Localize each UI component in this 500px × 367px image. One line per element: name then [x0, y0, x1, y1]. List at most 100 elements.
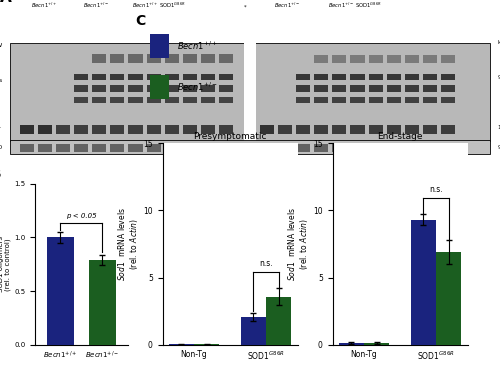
FancyBboxPatch shape	[368, 74, 382, 80]
FancyBboxPatch shape	[150, 75, 169, 99]
Y-axis label: $\it{Sod1}$  mRNA levels
(rel. to $\it{Actin}$): $\it{Sod1}$ mRNA levels (rel. to $\it{Ac…	[286, 207, 310, 281]
FancyBboxPatch shape	[368, 125, 382, 134]
FancyBboxPatch shape	[423, 74, 437, 80]
Bar	[168, 344, 194, 345]
FancyBboxPatch shape	[92, 97, 106, 103]
Text: $\it{Becn1}^{+/+}$: $\it{Becn1}^{+/+}$	[31, 0, 58, 10]
FancyBboxPatch shape	[423, 55, 437, 63]
Text: p < 0.05: p < 0.05	[66, 213, 96, 219]
FancyBboxPatch shape	[441, 74, 455, 80]
FancyBboxPatch shape	[405, 125, 419, 134]
FancyBboxPatch shape	[441, 86, 455, 92]
FancyBboxPatch shape	[332, 125, 346, 134]
FancyBboxPatch shape	[350, 86, 364, 92]
FancyBboxPatch shape	[296, 74, 310, 80]
FancyBboxPatch shape	[92, 54, 106, 63]
FancyBboxPatch shape	[405, 144, 419, 152]
FancyBboxPatch shape	[92, 144, 106, 152]
Title: End-stage: End-stage	[378, 132, 423, 141]
Bar	[46, 237, 74, 345]
FancyBboxPatch shape	[278, 144, 292, 152]
FancyBboxPatch shape	[74, 125, 88, 134]
FancyBboxPatch shape	[110, 74, 124, 80]
FancyBboxPatch shape	[20, 125, 34, 134]
FancyBboxPatch shape	[368, 86, 382, 92]
FancyBboxPatch shape	[92, 125, 106, 134]
FancyBboxPatch shape	[296, 86, 310, 92]
Text: $\it{Becn1}^{+/-}$: $\it{Becn1}^{+/-}$	[82, 0, 109, 10]
FancyBboxPatch shape	[201, 74, 215, 80]
FancyBboxPatch shape	[201, 125, 215, 134]
FancyBboxPatch shape	[74, 144, 88, 152]
Text: A: A	[0, 0, 12, 5]
FancyBboxPatch shape	[423, 144, 437, 152]
FancyBboxPatch shape	[110, 54, 124, 63]
FancyBboxPatch shape	[164, 54, 179, 63]
FancyBboxPatch shape	[74, 97, 88, 103]
FancyBboxPatch shape	[219, 125, 234, 134]
Bar	[411, 220, 436, 345]
FancyBboxPatch shape	[314, 97, 328, 103]
FancyBboxPatch shape	[183, 74, 197, 80]
Text: *: *	[244, 4, 246, 10]
FancyBboxPatch shape	[350, 74, 364, 80]
FancyBboxPatch shape	[183, 144, 197, 152]
FancyBboxPatch shape	[441, 55, 455, 63]
FancyBboxPatch shape	[56, 125, 70, 134]
FancyBboxPatch shape	[110, 97, 124, 103]
Y-axis label: SOD1 oligomers
(rel. to control): SOD1 oligomers (rel. to control)	[0, 236, 12, 292]
Text: n.s.: n.s.	[260, 259, 273, 268]
FancyBboxPatch shape	[296, 97, 310, 103]
FancyBboxPatch shape	[423, 97, 437, 103]
FancyBboxPatch shape	[405, 55, 419, 63]
FancyBboxPatch shape	[146, 144, 161, 152]
FancyBboxPatch shape	[183, 54, 197, 63]
Bar	[241, 317, 266, 345]
FancyBboxPatch shape	[441, 125, 455, 134]
Text: 95: 95	[498, 75, 500, 80]
FancyBboxPatch shape	[164, 97, 179, 103]
FancyBboxPatch shape	[146, 74, 161, 80]
FancyBboxPatch shape	[314, 74, 328, 80]
Bar	[88, 260, 116, 345]
FancyBboxPatch shape	[201, 86, 215, 92]
FancyBboxPatch shape	[164, 74, 179, 80]
FancyBboxPatch shape	[164, 144, 179, 152]
Text: 95: 95	[498, 145, 500, 150]
Text: B: B	[0, 167, 1, 181]
FancyBboxPatch shape	[201, 144, 215, 152]
FancyBboxPatch shape	[183, 125, 197, 134]
Text: n.s.: n.s.	[430, 185, 443, 194]
FancyBboxPatch shape	[201, 54, 215, 63]
FancyBboxPatch shape	[38, 144, 52, 152]
Bar	[338, 343, 364, 345]
FancyBboxPatch shape	[150, 34, 169, 58]
FancyBboxPatch shape	[405, 97, 419, 103]
Text: $\it{Becn1}^{+/+}$ SOD1$^{G86R}$: $\it{Becn1}^{+/+}$ SOD1$^{G86R}$	[132, 0, 186, 10]
FancyBboxPatch shape	[183, 86, 197, 92]
FancyBboxPatch shape	[10, 43, 490, 141]
Text: $\it{Becn1}^{+/-}$: $\it{Becn1}^{+/-}$	[176, 80, 217, 93]
FancyBboxPatch shape	[332, 144, 346, 152]
FancyBboxPatch shape	[405, 86, 419, 92]
FancyBboxPatch shape	[368, 97, 382, 103]
FancyBboxPatch shape	[92, 74, 106, 80]
FancyBboxPatch shape	[164, 125, 179, 134]
FancyBboxPatch shape	[314, 86, 328, 92]
FancyBboxPatch shape	[368, 144, 382, 152]
FancyBboxPatch shape	[386, 74, 401, 80]
FancyBboxPatch shape	[386, 144, 401, 152]
FancyBboxPatch shape	[219, 97, 234, 103]
Title: Presymptomatic: Presymptomatic	[193, 132, 267, 141]
FancyBboxPatch shape	[219, 74, 234, 80]
FancyBboxPatch shape	[128, 74, 142, 80]
Bar	[194, 344, 219, 345]
FancyBboxPatch shape	[441, 144, 455, 152]
FancyBboxPatch shape	[386, 125, 401, 134]
FancyBboxPatch shape	[128, 125, 142, 134]
FancyBboxPatch shape	[146, 54, 161, 63]
FancyBboxPatch shape	[201, 97, 215, 103]
FancyBboxPatch shape	[146, 125, 161, 134]
FancyBboxPatch shape	[260, 125, 274, 134]
FancyBboxPatch shape	[296, 144, 310, 152]
